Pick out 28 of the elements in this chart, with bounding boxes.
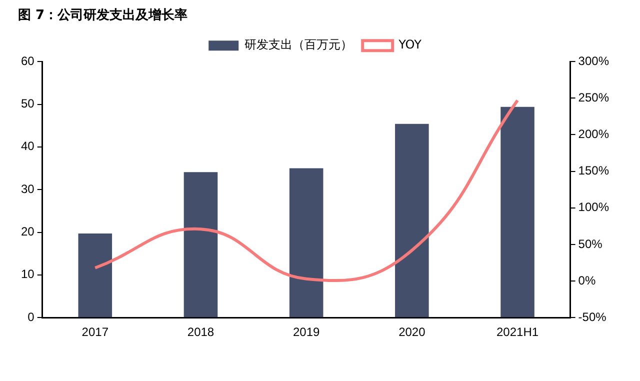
- y2-tick-label: 200%: [578, 127, 610, 142]
- y-tick-label: 10: [20, 267, 35, 282]
- y-tick-label: 60: [20, 54, 35, 68]
- y-tick-label: 30: [20, 182, 35, 196]
- bar: [500, 106, 534, 318]
- x-tick-label: 2019: [292, 325, 320, 340]
- legend-label: YOY: [398, 38, 422, 52]
- y2-tick-label: 250%: [578, 90, 610, 104]
- y-tick-label: 20: [20, 224, 35, 239]
- chart-title: 图 7：公司研发支出及增长率: [18, 7, 188, 24]
- bar: [289, 168, 324, 318]
- y-tick-label: 0: [28, 310, 35, 324]
- x-tick-label: 2020: [398, 325, 426, 340]
- legend-label: 研发支出（百万元）: [244, 38, 353, 52]
- bar: [184, 172, 218, 318]
- y2-tick-label: 150%: [578, 164, 610, 178]
- y2-tick-label: -50%: [578, 310, 607, 324]
- x-tick-label: 2017: [82, 325, 109, 340]
- y-tick-label: 40: [20, 139, 35, 154]
- y2-tick-label: 0%: [578, 273, 596, 288]
- x-tick-label: 2018: [187, 325, 214, 340]
- bar: [395, 124, 429, 318]
- bar: [78, 234, 112, 318]
- y2-tick-label: 50%: [578, 236, 603, 251]
- y-tick-label: 50: [20, 96, 35, 111]
- y2-tick-label: 100%: [578, 200, 610, 214]
- y2-tick-label: 300%: [578, 54, 610, 68]
- x-tick-label: 2021H1: [496, 325, 539, 340]
